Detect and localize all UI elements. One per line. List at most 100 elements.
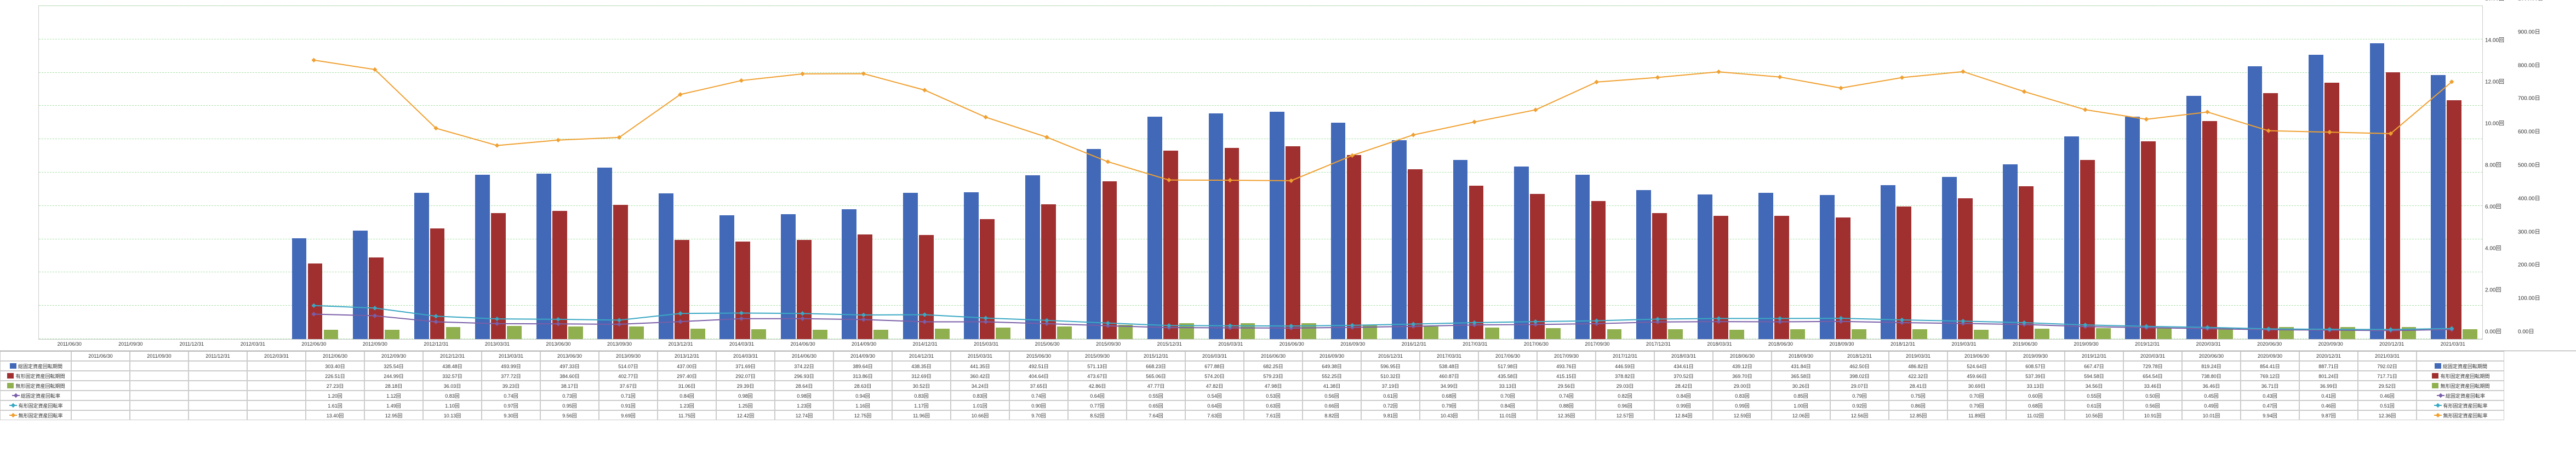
table-cell: 12.74回 (775, 410, 833, 420)
series-name: 無形固定資産回転率 (2443, 412, 2487, 419)
x-axis-label: 2012/09/30 (345, 341, 406, 347)
table-header-date: 2017/03/31 (1420, 351, 1478, 361)
bar-s3 (1607, 329, 1622, 339)
y-axis-right-label: 0.00回 (2485, 327, 2515, 335)
column: 2017/03/31 (1444, 6, 1506, 339)
table-cell: 12.36回 (2358, 410, 2417, 420)
table-cell: 574.20日 (1185, 371, 1244, 381)
table-row-head: 無形固定資産回転期間 (0, 381, 71, 391)
table-cell: 37.67日 (599, 381, 658, 391)
bar-s2 (735, 242, 750, 339)
bar-s1 (1270, 112, 1284, 339)
column: 2012/06/30 (283, 6, 345, 339)
bar-s1 (1881, 185, 1895, 339)
column: 2016/03/31 (1200, 6, 1261, 339)
table-cell: 378.82日 (1596, 371, 1654, 381)
x-axis-label: 2013/09/30 (589, 341, 650, 347)
table-cell: 28.64日 (775, 381, 833, 391)
bar-s2 (1347, 155, 1362, 339)
table-cell: 887.71日 (2299, 361, 2358, 371)
bar-s2 (2141, 141, 2156, 340)
table-header-date: 2013/09/30 (599, 351, 658, 361)
y-axis-right-label: 4.00回 (2485, 244, 2515, 252)
bar-s2 (2202, 121, 2217, 339)
y-axis-left-label: 1000.00日 (2518, 0, 2548, 2)
table-cell: 12.06回 (1772, 410, 1830, 420)
column: 2015/12/31 (1139, 6, 1200, 339)
column: 2019/06/30 (1995, 6, 2056, 339)
table-header-date: 2018/06/30 (1713, 351, 1772, 361)
bar-s3 (1546, 328, 1561, 339)
legend-swatch-icon (7, 383, 14, 388)
x-axis-label: 2013/06/30 (528, 341, 589, 347)
table-cell: 0.65回 (1127, 400, 1185, 410)
table-cell: 27.23日 (306, 381, 364, 391)
table-header-date: 2012/09/30 (364, 351, 423, 361)
table-cell: 371.69日 (716, 361, 775, 371)
table-cell: 13.40回 (306, 410, 364, 420)
x-axis-label: 2017/12/31 (1628, 341, 1689, 347)
table-header-date: 2020/09/30 (2241, 351, 2299, 361)
table-cell: 36.99日 (2299, 381, 2358, 391)
table-cell: 37.65日 (1009, 381, 1068, 391)
x-axis-label: 2017/03/31 (1444, 341, 1506, 347)
table-cell: 0.49回 (2182, 400, 2241, 410)
table-cell (189, 361, 247, 371)
bar-s1 (2431, 75, 2446, 339)
legend-line-icon (2437, 395, 2444, 396)
y-axis-left-label: 400.00日 (2518, 193, 2548, 202)
table-header-date: 2012/12/31 (423, 351, 482, 361)
column: 2011/09/30 (100, 6, 162, 339)
table-cell: 434.61日 (1654, 361, 1713, 371)
x-axis-label: 2019/06/30 (1995, 341, 2056, 347)
bar-s2 (369, 257, 384, 339)
table-cell: 377.72日 (482, 371, 540, 381)
table-cell: 1.10回 (423, 400, 482, 410)
legend-line-icon (9, 415, 17, 416)
table-cell: 34.99日 (1420, 381, 1478, 391)
bar-s2 (2324, 83, 2339, 339)
bar-s2 (1286, 146, 1300, 339)
column: 2018/06/30 (1750, 6, 1812, 339)
table-header-date: 2018/03/31 (1654, 351, 1713, 361)
table-header-date: 2011/09/30 (130, 351, 189, 361)
table-cell: 8.82回 (1303, 410, 1361, 420)
table-cell (71, 391, 130, 400)
table-cell: 0.77回 (1068, 400, 1127, 410)
bar-s1 (1698, 194, 1712, 339)
bar-s1 (1942, 177, 1957, 339)
column: 2017/12/31 (1628, 6, 1689, 339)
table-row-head: 総固定資産回転期間 (0, 361, 71, 371)
bar-s2 (2080, 160, 2095, 339)
table-cell: 1.61回 (306, 400, 364, 410)
table-cell: 1.00回 (1772, 400, 1830, 410)
table-row-head: 無形固定資産回転率 (0, 410, 71, 420)
table-cell: 33.13日 (1478, 381, 1537, 391)
table-cell: 1.01回 (951, 400, 1009, 410)
table-cell (71, 371, 130, 381)
table-cell (189, 381, 247, 391)
bar-s3 (2218, 328, 2233, 339)
table-cell: 9.81回 (1361, 410, 1420, 420)
table-cell: 668.23日 (1127, 361, 1185, 371)
table-cell: 12.75回 (833, 410, 892, 420)
bar-s1 (659, 193, 673, 339)
bar-s3 (1363, 325, 1378, 339)
table-cell: 0.90回 (1009, 400, 1068, 410)
y-axis-left-label: 700.00日 (2518, 94, 2548, 102)
table-cell: 415.15日 (1537, 371, 1596, 381)
bar-s3 (1729, 330, 1744, 339)
table-cell: 0.79回 (1830, 391, 1889, 400)
table-cell: 244.99日 (364, 371, 423, 381)
table-cell (130, 371, 189, 381)
table-cell: 0.54回 (1185, 391, 1244, 400)
x-axis-label: 2013/12/31 (650, 341, 711, 347)
table-header-date: 2018/09/30 (1772, 351, 1830, 361)
table-cell: 12.59回 (1713, 410, 1772, 420)
table-cell: 0.61回 (1361, 391, 1420, 400)
bar-s2 (2447, 100, 2461, 339)
table-cell: 29.07日 (1830, 381, 1889, 391)
bar-s1 (414, 193, 429, 339)
table-cell: 517.98日 (1478, 361, 1537, 371)
table-cell (247, 381, 306, 391)
